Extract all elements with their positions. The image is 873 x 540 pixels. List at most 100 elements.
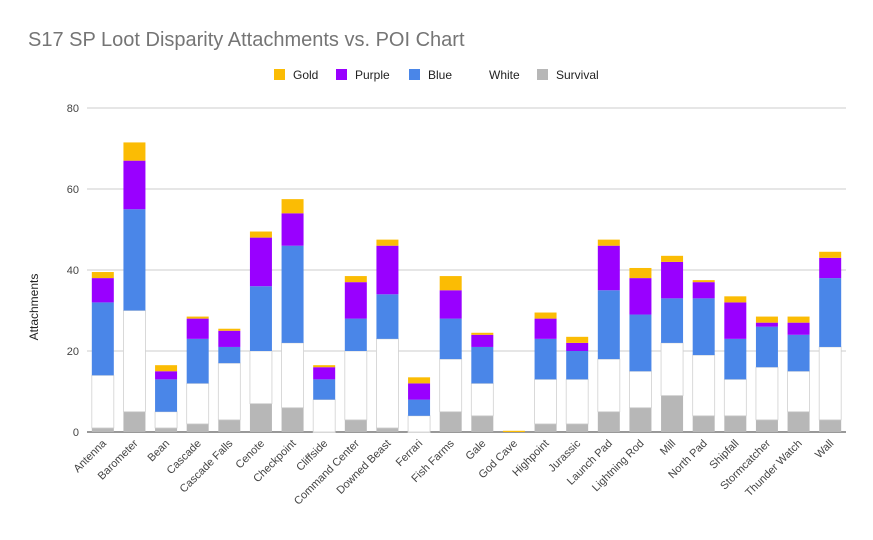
- bar-north-pad-blue: [692, 298, 715, 356]
- bar-cliffside-gold: [313, 365, 336, 368]
- y-tick-label-60: 60: [67, 184, 79, 196]
- bar-jurassic-blue: [566, 351, 589, 380]
- bar-checkpoint-survival: [281, 407, 304, 432]
- chart-title: S17 SP Loot Disparity Attachments vs. PO…: [28, 29, 465, 51]
- legend-label-white: White: [489, 68, 520, 82]
- bar-stormcatcher-gold: [755, 316, 778, 323]
- bar-barometer-purple: [123, 160, 146, 210]
- bar-mill-blue: [661, 298, 684, 343]
- bar-highpoint-purple: [534, 318, 557, 339]
- bar-cenote-blue: [249, 286, 272, 351]
- bar-bean-survival: [155, 427, 178, 432]
- bar-thunder-watch-blue: [787, 334, 810, 372]
- bar-checkpoint-blue: [281, 245, 304, 343]
- bar-thunder-watch-white: [787, 370, 810, 413]
- bar-shipfall-blue: [724, 338, 747, 380]
- bar-checkpoint-purple: [281, 213, 304, 246]
- bar-launch-pad-white: [597, 358, 621, 413]
- bar-ferrari-gold: [408, 377, 431, 384]
- legend-item-blue: Blue: [409, 68, 452, 82]
- bar-command-center-white: [344, 350, 368, 421]
- bar-mill-survival: [661, 395, 684, 432]
- bar-lightning-rod-gold: [629, 267, 652, 279]
- bar-fish-farms-blue: [439, 318, 462, 360]
- bar-thunder-watch-gold: [787, 316, 810, 323]
- x-tick-label-bean: Bean: [146, 438, 173, 465]
- bar-cascade-falls-white: [217, 362, 241, 421]
- bar-launch-pad-gold: [597, 239, 620, 246]
- legend-swatch-white: [470, 69, 481, 80]
- x-tick-label-mill: Mill: [658, 438, 678, 458]
- bar-gale-blue: [471, 346, 494, 384]
- bar-fish-farms-white: [439, 358, 463, 413]
- bar-launch-pad-purple: [597, 245, 620, 291]
- bar-highpoint-survival: [534, 423, 557, 432]
- bar-checkpoint-gold: [281, 199, 304, 214]
- bar-wall-gold: [819, 251, 842, 258]
- bar-bean-white: [154, 411, 178, 429]
- bar-ferrari-purple: [408, 383, 431, 400]
- bar-jurassic-white: [565, 378, 589, 425]
- x-tick-label-wall: Wall: [813, 438, 836, 461]
- y-tick-label-40: 40: [67, 265, 79, 277]
- legend-swatch-blue: [409, 69, 420, 80]
- bar-barometer-white: [123, 310, 146, 413]
- bar-cascade-gold: [186, 316, 209, 319]
- bar-north-pad-white: [692, 354, 716, 417]
- bar-stormcatcher-white: [755, 366, 779, 421]
- bar-wall-blue: [819, 278, 842, 347]
- bar-cascade-white: [186, 382, 210, 425]
- bar-downed-beast-blue: [376, 294, 399, 339]
- bar-cenote-white: [249, 350, 273, 405]
- bar-antenna-survival: [91, 427, 114, 432]
- y-tick-label-80: 80: [67, 103, 79, 115]
- bar-fish-farms-gold: [439, 276, 462, 291]
- bar-lightning-rod-white: [629, 370, 652, 409]
- bar-gale-purple: [471, 334, 494, 347]
- bar-lightning-rod-blue: [629, 314, 652, 372]
- legend-label-blue: Blue: [428, 68, 452, 82]
- bar-antenna-white: [91, 374, 115, 429]
- bar-downed-beast-purple: [376, 245, 399, 295]
- bar-barometer-blue: [123, 209, 146, 311]
- bar-gale-survival: [471, 415, 494, 432]
- bar-fish-farms-survival: [439, 411, 462, 432]
- bar-cascade-blue: [186, 338, 209, 384]
- legend-item-survival: Survival: [537, 68, 599, 82]
- legend-swatch-purple: [336, 69, 347, 80]
- legend-swatch-gold: [274, 69, 285, 80]
- bar-ferrari-blue: [408, 399, 431, 416]
- bar-cascade-falls-purple: [218, 330, 241, 347]
- bar-gale-white: [470, 382, 494, 417]
- bar-cascade-falls-gold: [218, 328, 241, 331]
- bar-jurassic-purple: [566, 342, 589, 351]
- bar-cascade-survival: [186, 423, 209, 432]
- x-tick-label-thunder-watch: Thunder Watch: [743, 438, 804, 499]
- bar-mill-purple: [661, 261, 684, 299]
- bar-bean-purple: [155, 371, 178, 380]
- bar-launch-pad-blue: [597, 290, 620, 360]
- x-tick-label-gale: Gale: [464, 438, 489, 463]
- bar-stormcatcher-purple: [755, 322, 778, 327]
- legend-label-survival: Survival: [556, 68, 599, 82]
- bar-cascade-purple: [186, 318, 209, 339]
- bar-jurassic-gold: [566, 336, 589, 343]
- bar-highpoint-blue: [534, 338, 557, 380]
- bar-cenote-gold: [249, 231, 272, 238]
- bar-wall-purple: [819, 257, 842, 279]
- bar-lightning-rod-survival: [629, 407, 652, 432]
- bar-ferrari-white: [407, 415, 431, 433]
- bar-antenna-blue: [91, 302, 114, 376]
- bar-shipfall-gold: [724, 296, 747, 303]
- legend-label-purple: Purple: [355, 68, 390, 82]
- bar-command-center-survival: [344, 419, 367, 432]
- legend-item-white: White: [470, 68, 520, 82]
- bar-cliffside-white: [312, 399, 336, 433]
- bars: [91, 142, 842, 433]
- bar-command-center-purple: [344, 282, 367, 319]
- bar-command-center-gold: [344, 276, 367, 283]
- bar-launch-pad-survival: [597, 411, 620, 432]
- bar-wall-survival: [819, 419, 842, 432]
